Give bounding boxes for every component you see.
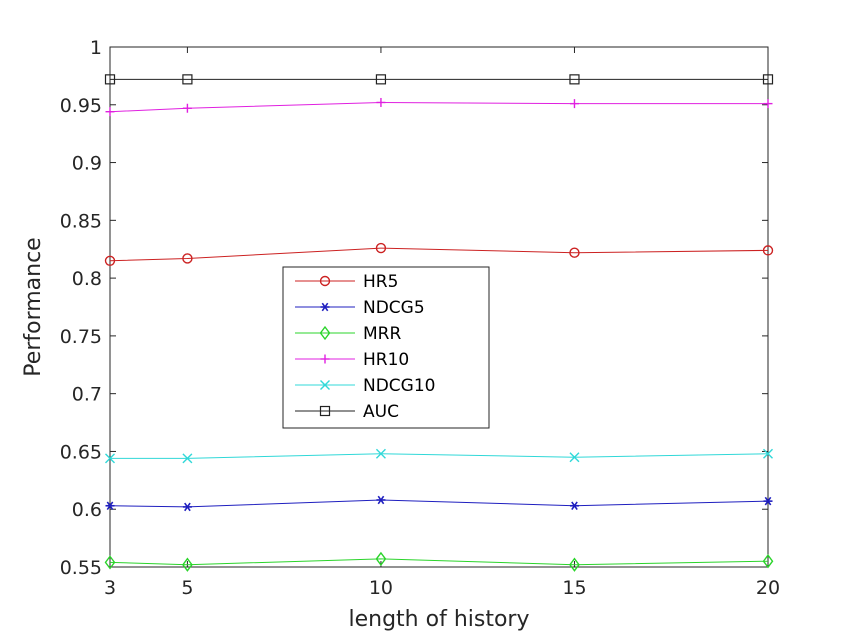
legend-label-hr5: HR5 (363, 272, 398, 292)
data-point-hr10 (763, 99, 773, 109)
x-tick-label: 15 (562, 577, 586, 599)
series-layer (104, 74, 774, 572)
y-tick-label: 1 (90, 37, 102, 59)
data-point-hr5 (569, 247, 580, 258)
y-tick-label: 0.7 (72, 384, 102, 406)
data-point-ndcg10 (763, 448, 773, 459)
data-point-auc (375, 74, 387, 85)
data-point-mrr (104, 555, 116, 570)
data-point-ndcg5 (569, 501, 579, 511)
data-point-ndcg10 (105, 453, 115, 464)
x-tick-label: 10 (369, 577, 393, 599)
legend-label-ndcg5: NDCG5 (363, 298, 425, 318)
x-axis: 3 5 10 15 20 (104, 47, 780, 599)
data-point-hr5 (104, 255, 116, 266)
data-point-ndcg5 (376, 495, 386, 505)
legend-box (282, 266, 490, 429)
x-tick-label: 20 (756, 577, 780, 599)
series-line-mrr (109, 558, 769, 566)
x-tick-label: 3 (104, 577, 116, 599)
x-axis-title: length of history (349, 607, 530, 632)
series-line-hr5 (109, 247, 769, 262)
y-tick-label: 0.9 (72, 153, 102, 175)
data-point-hr10 (376, 97, 386, 107)
legend-marker-hr10 (320, 354, 330, 364)
y-tick-label: 0.85 (60, 210, 102, 232)
legend-label-auc: AUC (363, 402, 399, 422)
y-tick-label: 0.65 (60, 441, 102, 463)
data-point-hr10 (569, 99, 579, 109)
data-point-mrr (182, 557, 193, 572)
y-tick-label: 0.95 (60, 95, 102, 117)
legend-marker-auc (319, 405, 331, 417)
data-point-auc (182, 74, 193, 85)
legend-marker-mrr (319, 325, 331, 341)
y-tick-label: 0.8 (72, 268, 102, 290)
legend-marker-ndcg10 (320, 380, 330, 390)
legend: HR5 NDCG5 MRR HR10 NDCG10 AUC (282, 266, 490, 429)
y-tick-label: 0.75 (60, 326, 102, 348)
data-point-auc (569, 74, 580, 85)
x-tick-label: 5 (181, 577, 193, 599)
y-tick-label: 0.6 (72, 499, 102, 521)
data-point-ndcg10 (569, 452, 580, 463)
data-point-mrr (375, 551, 387, 567)
data-point-hr5 (375, 242, 387, 254)
data-point-hr10 (182, 103, 192, 113)
y-axis-title: Performance (21, 237, 46, 376)
data-point-mrr (569, 557, 580, 572)
data-point-auc (762, 74, 774, 85)
legend-label-ndcg10: NDCG10 (363, 376, 435, 396)
data-point-auc (104, 74, 116, 85)
data-point-hr10 (105, 107, 115, 117)
data-point-ndcg5 (763, 496, 773, 506)
legend-marker-ndcg5 (320, 302, 330, 312)
y-tick-label: 0.55 (60, 557, 102, 579)
data-point-ndcg10 (375, 448, 386, 459)
data-point-mrr (762, 554, 774, 569)
legend-label-hr10: HR10 (363, 350, 409, 370)
data-point-ndcg5 (105, 501, 115, 511)
legend-marker-hr5 (319, 275, 331, 287)
data-point-ndcg5 (182, 502, 192, 512)
legend-label-mrr: MRR (363, 324, 401, 344)
data-point-hr5 (762, 245, 774, 256)
data-point-ndcg10 (182, 453, 193, 464)
data-point-hr5 (182, 253, 193, 264)
